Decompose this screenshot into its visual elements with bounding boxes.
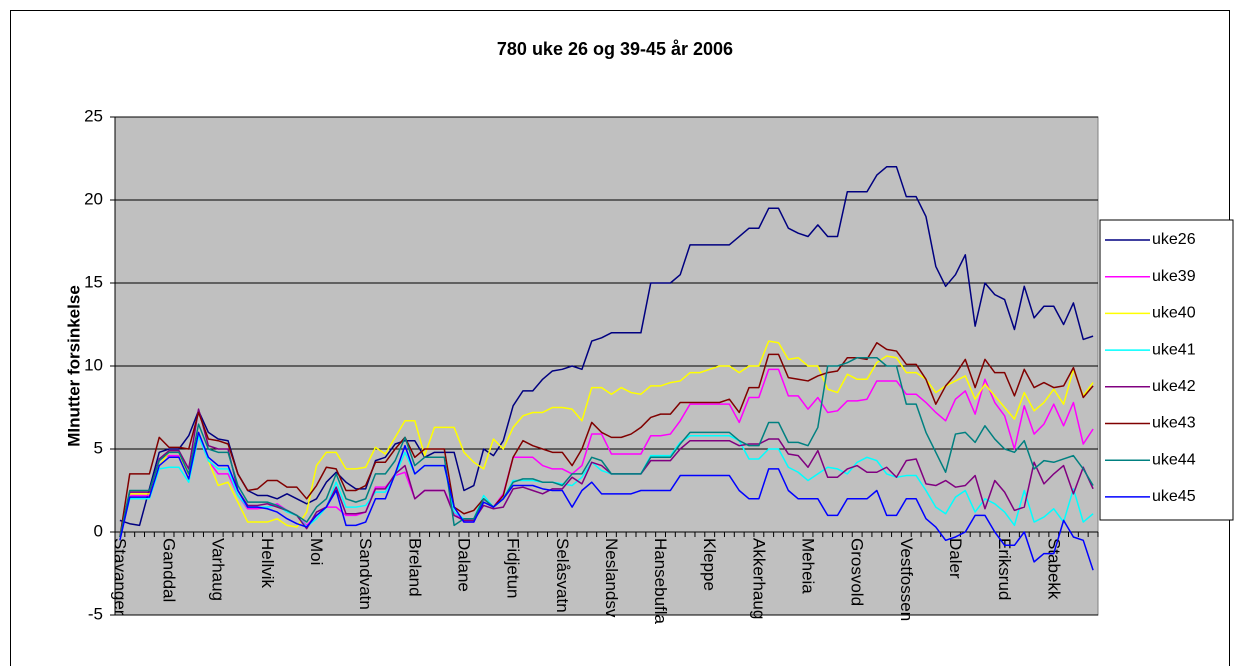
x-tick-label: Breland	[405, 538, 424, 597]
x-tick-label: Fidjetun	[504, 538, 523, 598]
x-tick-label: Moi	[307, 538, 326, 565]
series-line	[119, 431, 1094, 571]
series-line	[119, 166, 1094, 527]
x-tick-label: Vestfossen	[897, 538, 916, 621]
legend-label: uke45	[1152, 488, 1196, 505]
x-tick-label: Dalane	[454, 538, 473, 592]
x-tick-label: Ganddal	[160, 538, 179, 602]
y-tick-label: 5	[94, 438, 103, 457]
x-tick-label: Daler	[946, 538, 965, 579]
legend-label: uke41	[1152, 341, 1196, 358]
series-line	[119, 356, 1094, 538]
x-tick-label: Sandvatn	[356, 538, 375, 610]
x-tick-label: Grosvold	[848, 538, 867, 606]
legend-label: uke26	[1152, 231, 1196, 248]
legend-label: uke43	[1152, 415, 1196, 432]
series-line	[119, 340, 1094, 538]
legend-label: uke39	[1152, 268, 1196, 285]
y-axis-label: MInutter forsinkelse	[64, 285, 83, 447]
legend-label: uke40	[1152, 305, 1196, 322]
y-tick-label: 25	[84, 106, 103, 125]
y-tick-label: 20	[84, 189, 103, 208]
x-tick-label: Neslandsv	[602, 538, 621, 618]
x-tick-label: Eriksrud	[995, 538, 1014, 600]
x-tick-label: Kleppe	[700, 538, 719, 591]
x-tick-label: Meheia	[799, 538, 818, 594]
legend-label: uke42	[1152, 378, 1196, 395]
y-tick-label: -5	[88, 604, 103, 623]
y-tick-label: 0	[94, 521, 103, 540]
chart-title: 780 uke 26 og 39-45 år 2006	[497, 39, 733, 59]
x-tick-label: Varhaug	[209, 538, 228, 601]
y-tick-label: 15	[84, 272, 103, 291]
legend-label: uke44	[1152, 451, 1196, 468]
x-tick-label: Stavanger	[110, 538, 129, 616]
legend	[1099, 219, 1234, 521]
x-tick-label: Hellvik	[258, 538, 277, 589]
x-tick-label: Selåsvatn	[553, 538, 572, 613]
series-line	[119, 342, 1094, 538]
y-tick-label: 10	[84, 355, 103, 374]
x-tick-label: Hansebufla	[651, 538, 670, 625]
x-tick-label: Akkerhaug	[749, 538, 768, 619]
x-tick-label: Stabekk	[1044, 538, 1063, 600]
